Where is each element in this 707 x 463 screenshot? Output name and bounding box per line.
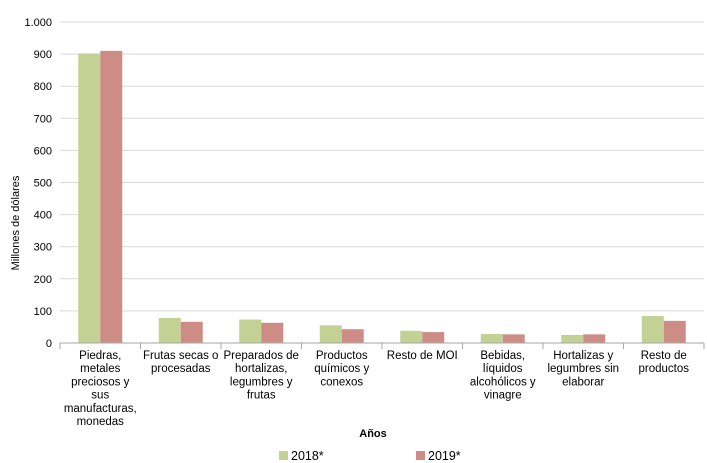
y-tick-label: 900 <box>34 49 52 61</box>
bar-2019-3 <box>341 329 364 343</box>
bar-2019-2 <box>261 322 284 343</box>
y-tick-label: 700 <box>34 113 52 125</box>
bar-2019-7 <box>663 320 686 343</box>
x-category-label-line: frutas <box>247 390 276 402</box>
x-category-label-line: líquidos <box>483 363 523 375</box>
axes <box>59 342 705 349</box>
x-category-label-line: Resto de MOI <box>387 350 458 362</box>
x-category-label-line: Hortalizas y <box>553 350 613 362</box>
x-category-label: Piedras, metales preciosos y sus manufactura… <box>64 350 137 428</box>
x-category-label: Hortalizas y legumbres sin elaborar <box>547 350 619 388</box>
y-axis-title: Millones de dólares <box>10 175 22 270</box>
y-tick-label: 0 <box>46 338 52 350</box>
legend: 2018* 2019* <box>279 449 461 463</box>
x-category-label: Productos químicos y conexos <box>314 350 369 388</box>
legend-label: 2019* <box>428 449 461 463</box>
bar-2019-5 <box>502 334 525 343</box>
x-category-label: Preparados de hortalizas, legumbres y fruta… <box>224 350 299 402</box>
bar-2019-4 <box>422 332 445 343</box>
x-category-label-line: Resto de <box>641 350 687 362</box>
x-category-label-line: monedas <box>77 416 125 428</box>
bar-2018-5 <box>480 334 503 343</box>
y-tick-label: 200 <box>34 274 52 286</box>
y-tick-label: 500 <box>34 178 52 190</box>
bar-2018-0 <box>78 53 101 343</box>
bar-2019-1 <box>180 321 203 343</box>
x-category-label-line: Preparados de <box>224 350 299 362</box>
x-category-label-line: químicos y <box>314 363 369 375</box>
x-category-label-line: metales <box>80 363 121 375</box>
y-tick-label: 300 <box>34 242 52 254</box>
x-category-label-line: productos <box>638 363 689 375</box>
bar-2018-1 <box>158 317 181 343</box>
x-category-label-line: Frutas secas o <box>143 350 218 362</box>
x-category-label-line: legumbres y <box>230 376 293 388</box>
x-category-label-line: conexos <box>320 376 363 388</box>
x-category-label: Frutas secas o procesadas <box>143 350 218 375</box>
bar-2018-6 <box>561 334 584 343</box>
gridlines <box>60 21 704 312</box>
x-category-label-line: preciosos y <box>71 376 129 388</box>
x-category-label: Resto de productos <box>638 350 689 375</box>
y-tick-label: 100 <box>34 306 52 318</box>
x-category-label-line: sus <box>91 390 109 402</box>
x-category-label: Resto de MOI <box>387 350 458 362</box>
x-category-labels: Piedras, metales preciosos y sus manufactura… <box>64 350 689 428</box>
y-tick-labels: 0 100 200 300 400 500 600 700 800 900 1.000 <box>24 17 52 350</box>
x-category-label-line: Productos <box>316 350 368 362</box>
legend-swatch <box>279 451 288 460</box>
bar-2019-0 <box>100 50 123 343</box>
x-axis-title: Años <box>359 428 387 440</box>
x-category-label-line: legumbres sin <box>547 363 619 375</box>
x-category-label-line: Bebidas, <box>480 350 525 362</box>
bars <box>78 50 686 343</box>
x-category-label-line: manufacturas, <box>64 403 137 415</box>
bar-2018-2 <box>239 319 262 343</box>
x-category-label-line: hortalizas, <box>235 363 287 375</box>
x-category-label-line: alcohólicos y <box>470 376 536 388</box>
bar-2019-6 <box>583 334 606 343</box>
bar-2018-7 <box>641 316 664 343</box>
y-tick-label: 600 <box>34 145 52 157</box>
y-tick-label: 400 <box>34 210 52 222</box>
x-category-label-line: vinagre <box>484 390 522 402</box>
legend-swatch <box>416 451 425 460</box>
y-tick-label: 800 <box>34 81 52 93</box>
legend-label: 2018* <box>291 449 324 463</box>
x-category-label: Bebidas, líquidos alcohólicos y vinagre <box>470 350 536 402</box>
bar-2018-4 <box>400 330 423 343</box>
x-category-label-line: elaborar <box>562 376 604 388</box>
bar-2018-3 <box>319 325 342 343</box>
x-category-label-line: procesadas <box>151 363 211 375</box>
y-tick-label: 1.000 <box>24 17 52 29</box>
x-category-label-line: Piedras, <box>79 350 121 362</box>
